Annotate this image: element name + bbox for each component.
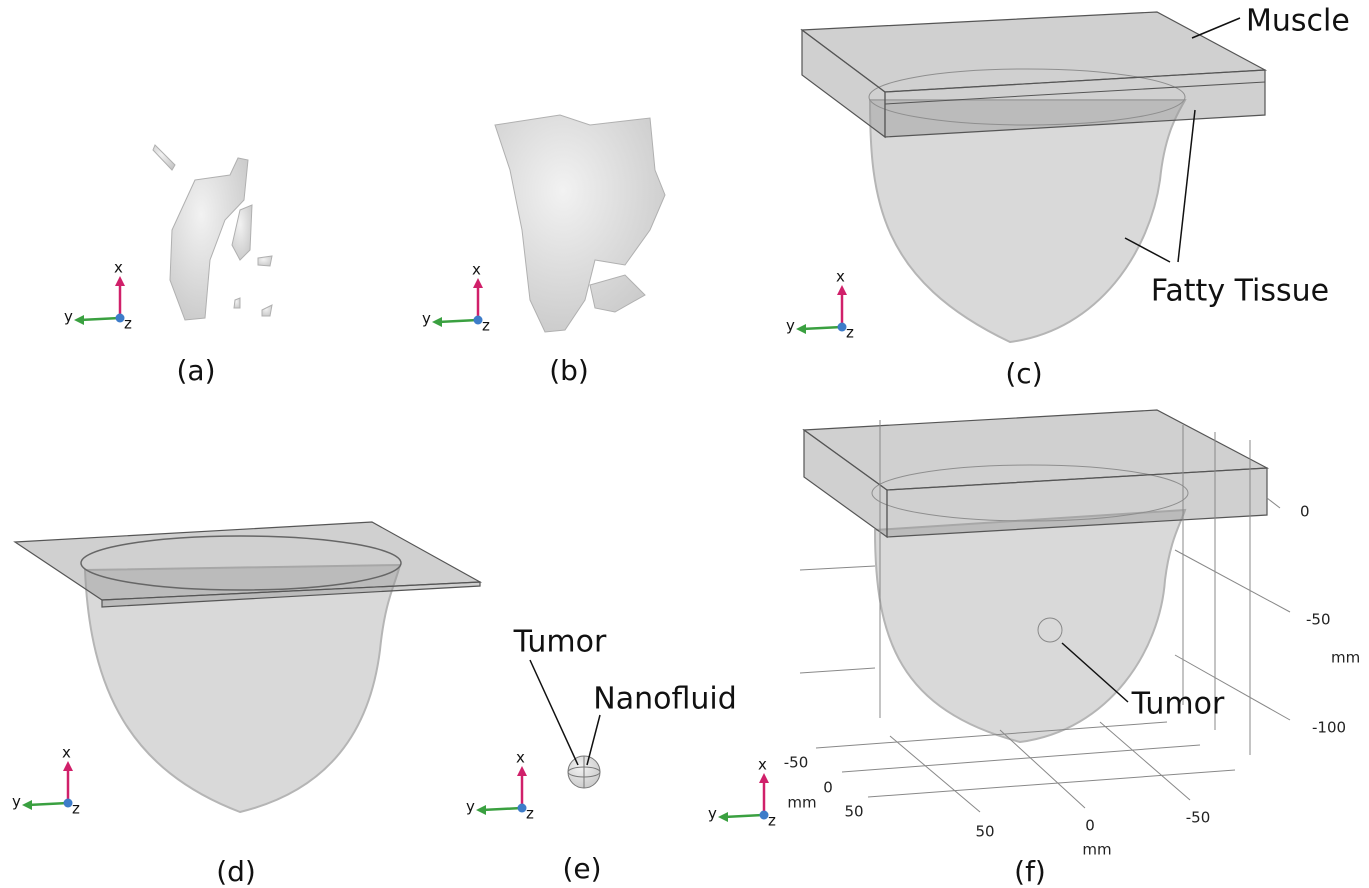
x-arrowhead — [63, 761, 73, 771]
left-tick-label: -50 — [784, 754, 809, 772]
vertical-tick-label: -50 — [1306, 611, 1331, 629]
vessel-blobs-a — [153, 145, 272, 320]
vertical-tick-label: 0 — [1300, 503, 1310, 521]
y-arrowhead — [476, 805, 486, 815]
y-arrowhead — [22, 800, 32, 810]
tumor-sphere — [568, 756, 600, 788]
triad-x: x — [114, 259, 123, 277]
triad-y: y — [708, 805, 717, 823]
triad-y: y — [786, 317, 795, 335]
y-arrowhead — [432, 317, 442, 327]
triad-z: z — [72, 800, 80, 818]
y-axis-arrow — [802, 327, 842, 329]
y-arrowhead — [796, 324, 806, 334]
triad-z: z — [482, 317, 490, 335]
annotation: Tumor — [513, 625, 607, 660]
panel-label: (f) — [1014, 855, 1046, 888]
triad-z: z — [526, 805, 534, 823]
x-arrowhead — [115, 276, 125, 286]
x-arrowhead — [759, 773, 769, 783]
triad-y: y — [64, 308, 73, 326]
triad-z: z — [124, 315, 132, 333]
left-tick-label: 50 — [844, 803, 863, 821]
annotation: Nanofluid — [593, 682, 736, 717]
y-axis-arrow — [482, 808, 522, 810]
bottom-tick-label: 50 — [975, 823, 994, 841]
triad-x: x — [516, 749, 525, 767]
y-arrowhead — [74, 315, 84, 325]
triad-z: z — [846, 324, 854, 342]
panel-label: (a) — [176, 354, 215, 387]
breast-model-d — [15, 522, 480, 812]
y-axis-arrow — [438, 320, 478, 322]
panel-label: (c) — [1005, 357, 1042, 390]
triad-x: x — [472, 261, 481, 279]
y-axis-arrow — [724, 815, 764, 817]
y-axis-arrow — [80, 318, 120, 320]
vessel-blob-b — [495, 115, 665, 332]
bottom-tick-label: 0 — [1085, 817, 1095, 835]
left-unit: mm — [787, 794, 816, 812]
panel-label: (d) — [216, 855, 256, 888]
triad-y: y — [466, 798, 475, 816]
triad-x: x — [758, 756, 767, 774]
panel-label: (b) — [549, 354, 589, 387]
triad-y: y — [12, 793, 21, 811]
vertical-tick-label: -100 — [1312, 719, 1346, 737]
triad-z: z — [768, 812, 776, 830]
annotation: Muscle — [1246, 4, 1350, 39]
x-arrowhead — [517, 766, 527, 776]
triad-y: y — [422, 310, 431, 328]
annotation: Tumor — [1131, 687, 1225, 722]
panel-label: (e) — [562, 852, 601, 885]
x-arrowhead — [837, 285, 847, 295]
vertical-unit: mm — [1331, 649, 1360, 667]
bottom-unit: mm — [1082, 841, 1111, 859]
bottom-tick-label: -50 — [1186, 809, 1211, 827]
triad-x: x — [62, 744, 71, 762]
left-tick-label: 0 — [823, 779, 833, 797]
triad-x: x — [836, 268, 845, 286]
breast-model-f — [800, 410, 1290, 812]
figure: (a) x y z (b) x y z (c) x y z (d) x y z (e) x y z (f) x y z Musc… — [0, 0, 1369, 888]
y-arrowhead — [718, 812, 728, 822]
annotation: Fatty Tissue — [1151, 274, 1329, 309]
x-arrowhead — [473, 278, 483, 288]
y-axis-arrow — [28, 803, 68, 805]
